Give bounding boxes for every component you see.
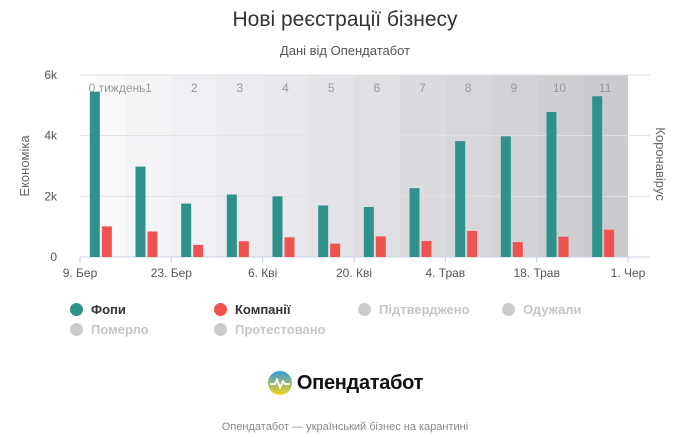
- bar-fopy: [226, 194, 237, 257]
- week-label: 10: [553, 81, 567, 95]
- x-tick-label: 23. Бер: [151, 266, 193, 280]
- bar-kompanii: [193, 244, 204, 257]
- x-tick-label: 9. Бер: [63, 266, 98, 280]
- bar-fopy: [318, 205, 329, 257]
- legend-dot: [214, 303, 227, 316]
- week-band: [171, 75, 217, 257]
- week-label: 11: [599, 81, 612, 95]
- week-band: [399, 75, 446, 257]
- legend-item-oduzhaly[interactable]: Одужали: [502, 302, 581, 317]
- legend-dot: [358, 303, 371, 316]
- bar-kompanii: [604, 229, 615, 257]
- week-label: 0 тиждень: [89, 81, 146, 95]
- y-tick-label: 4k: [44, 129, 58, 143]
- bar-kompanii: [467, 230, 478, 257]
- bar-fopy: [455, 141, 466, 257]
- y-axis-title: Економіка: [17, 135, 32, 197]
- legend-item-pidtverdzheno[interactable]: Підтверджено: [358, 302, 470, 317]
- y-tick-label: 0: [50, 250, 57, 264]
- week-band: [354, 75, 400, 257]
- week-label: 7: [419, 81, 426, 95]
- week-label: 5: [328, 81, 335, 95]
- x-tick-label: 4. Трав: [425, 266, 465, 280]
- week-label: 3: [236, 81, 243, 95]
- week-band: [217, 75, 263, 257]
- bar-kompanii: [101, 226, 112, 257]
- footer-text: Опендатабот — український бізнес на кара…: [221, 421, 469, 433]
- legend-label: Фопи: [91, 302, 126, 317]
- opendatabot-logo: Опендатабот: [0, 370, 690, 396]
- legend-item-kompanii[interactable]: Компанії: [214, 302, 291, 317]
- bar-kompanii: [375, 236, 386, 257]
- logo-text: Опендатабот: [296, 371, 424, 394]
- y-tick-label: 2k: [44, 189, 58, 203]
- legend-item-fopy[interactable]: Фопи: [70, 302, 126, 317]
- legend-dot: [502, 303, 515, 316]
- week-label: 2: [191, 81, 198, 95]
- legend-label: Підтверджено: [379, 302, 470, 317]
- week-label: 8: [465, 81, 472, 95]
- bar-fopy: [592, 96, 603, 257]
- bar-fopy: [181, 203, 192, 257]
- bar-fopy: [546, 112, 557, 257]
- legend-label: Компанії: [235, 302, 291, 317]
- bar-fopy: [135, 166, 146, 257]
- bar-kompanii: [558, 236, 569, 257]
- week-band: [308, 75, 354, 257]
- y-axis-title-right: Коронавірус: [653, 127, 668, 201]
- week-band: [445, 75, 491, 257]
- bar-fopy: [409, 188, 420, 257]
- legend-item-pomerlo[interactable]: Померло: [70, 322, 149, 337]
- bar-fopy: [363, 206, 374, 257]
- legend-label: Померло: [91, 322, 149, 337]
- bar-kompanii: [147, 231, 158, 257]
- bar-kompanii: [284, 237, 295, 257]
- bar-chart: 0 2k 4k 6k 0 тиждень 1 2 3 4 5 6 7 8 9 10 11 9. Бер 23. Б…: [17, 68, 668, 280]
- bar-fopy: [89, 91, 100, 257]
- bar-kompanii: [330, 243, 341, 257]
- legend-item-protestovano[interactable]: Протестовано: [214, 322, 326, 337]
- legend-label: Протестовано: [235, 322, 326, 337]
- week-band: [125, 75, 172, 257]
- week-label: 9: [510, 81, 517, 95]
- week-label: 6: [373, 81, 380, 95]
- chart-title: Нові реєстрації бізнесу: [232, 8, 458, 31]
- week-band: [262, 75, 309, 257]
- legend-label: Одужали: [523, 302, 582, 317]
- legend-dot: [214, 323, 227, 336]
- chart-subtitle: Дані від Опендатабот: [279, 43, 411, 58]
- bar-fopy: [500, 136, 511, 257]
- x-tick-label: 18. Трав: [513, 266, 559, 280]
- week-band: [491, 75, 537, 257]
- x-tick-label: 20. Кві: [336, 266, 372, 280]
- legend-dot: [70, 323, 83, 336]
- week-band: [582, 75, 628, 257]
- opendatabot-logo-icon: [267, 371, 292, 395]
- legend-dot: [70, 303, 83, 316]
- y-tick-label: 6k: [44, 68, 58, 82]
- bar-kompanii: [512, 242, 523, 257]
- week-label: 4: [282, 81, 289, 95]
- bar-kompanii: [421, 240, 432, 257]
- bar-kompanii: [238, 241, 249, 257]
- bar-fopy: [272, 196, 283, 257]
- x-tick-label: 1. Чер: [611, 266, 646, 280]
- x-tick-label: 6. Кві: [248, 266, 277, 280]
- week-band: [536, 75, 583, 257]
- week-label: 1: [145, 81, 152, 95]
